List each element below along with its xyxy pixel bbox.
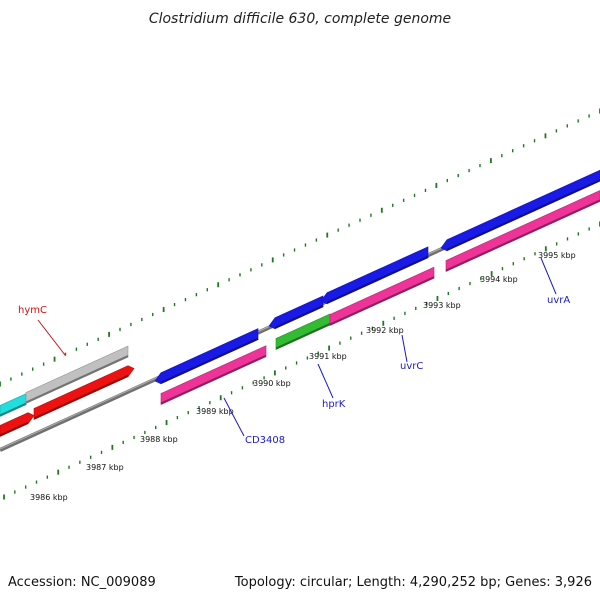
scale-label: 3987 kbp [86,463,124,472]
rrna-feature-2 [33,365,135,420]
trna-feature-highlight [0,394,27,408]
gene-label: hprK [322,399,346,410]
rrna-feature-2-highlight [33,366,129,411]
gene-label-leader [401,334,408,363]
reverse-cds-1-shadow [160,354,267,405]
forward-gene-3 [320,246,429,305]
forward-gene-4 [440,169,600,252]
scale-label: 3993 kbp [423,301,461,310]
gene-label: hymC [18,305,47,316]
gene-label-leader [540,257,557,295]
gene-label: uvrA [547,295,570,306]
green-gene [275,313,331,350]
gene-labels: hymC CD3408 hprK uvrC uvrA [18,295,570,446]
reverse-cds-1 [160,345,267,405]
scale-label: 3988 kbp [140,435,178,444]
scale-labels: 3986 kbp 3987 kbp 3988 kbp 3989 kbp 3990 kbp… [30,251,576,502]
scale-label: 3986 kbp [30,493,68,502]
rrna-feature-1-shadow [0,421,29,437]
rrna-feature-1-highlight [0,413,29,428]
forward-gene-1-body [154,328,259,385]
forward-gene-3-highlight [326,247,429,296]
scale-label: 3990 kbp [253,379,291,388]
forward-gene-1 [154,328,259,385]
forward-gene-4-shadow [446,179,600,251]
scale-label: 3989 kbp [196,407,234,416]
reverse-cds-3-highlight [445,191,600,263]
pseudo-feature [25,345,129,404]
topology-text: Topology: circular; Length: 4,290,252 bp… [234,575,592,590]
forward-gene-3-body [320,246,429,305]
gene-label: uvrC [400,361,423,372]
forward-gene-1-highlight [160,329,259,376]
scale-label: 3991 kbp [309,352,347,361]
forward-gene-4-body [440,169,600,252]
trna-feature-shadow [0,402,27,417]
upper-tick-row [0,108,600,387]
reverse-cds-3-body [445,190,600,272]
reverse-cds-1-highlight [160,346,267,396]
gene-features [0,169,600,437]
trna-feature [0,393,27,417]
reverse-cds-2-highlight [329,267,435,317]
pseudo-feature-highlight [25,346,129,395]
forward-gene-2-shadow [274,305,324,329]
scale-label: 3994 kbp [480,275,518,284]
pseudo-feature-shadow [25,355,129,404]
rrna-feature-1 [0,412,35,437]
scale-label: 3995 kbp [538,251,576,260]
green-gene-highlight [275,314,331,341]
map-title: Clostridium difficile 630, complete geno… [149,11,451,27]
reverse-cds-3 [445,190,600,272]
forward-gene-1-shadow [160,337,259,384]
gene-label-leader [223,397,245,437]
accession-text: Accession: NC_009089 [8,575,156,590]
forward-gene-3-shadow [326,255,429,304]
gene-label-lines [37,257,557,437]
reverse-cds-2 [329,266,435,326]
gene-label-leader [37,319,66,356]
gene-label-leader [317,363,334,399]
forward-gene-2-highlight [274,296,324,321]
lower-tick-row [3,221,600,500]
reverse-cds-3-shadow [445,199,600,272]
reverse-cds-2-shadow [329,276,435,326]
green-gene-shadow [275,323,331,350]
rrna-feature-2-shadow [33,374,129,420]
forward-gene-4-highlight [446,170,600,243]
scale-label: 3992 kbp [366,326,404,335]
gene-label: CD3408 [245,435,285,446]
